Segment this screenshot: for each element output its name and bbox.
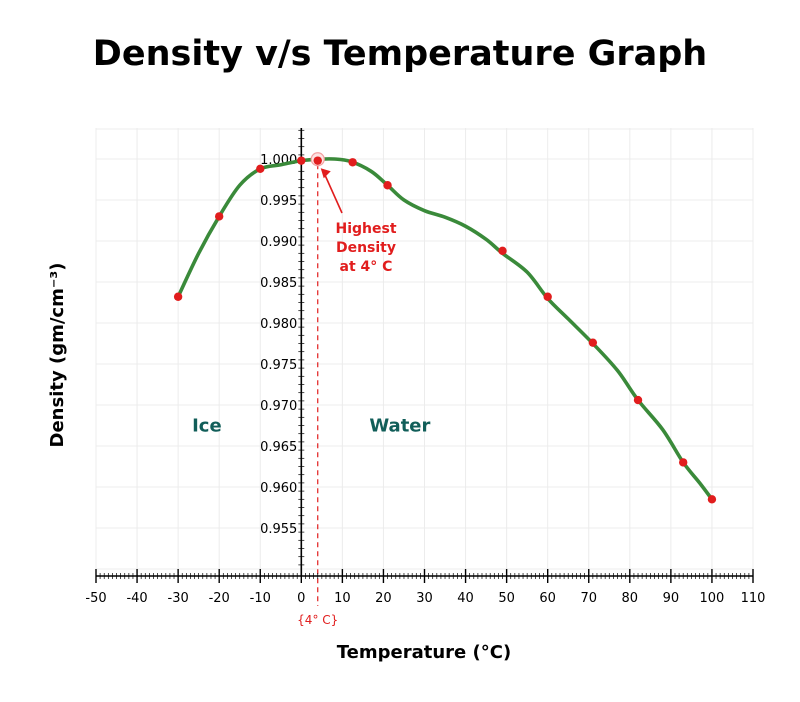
annotation-text-line: Density xyxy=(336,240,396,256)
annotation-arrow-line xyxy=(323,171,343,214)
y-tick-label: 0.980 xyxy=(260,317,297,332)
data-point xyxy=(214,212,224,221)
reference-group: {4° C} xyxy=(297,155,338,627)
data-point xyxy=(383,181,392,190)
annotation-text-line: Highest xyxy=(335,221,396,237)
chart-title: Density v/s Temperature Graph xyxy=(92,34,708,74)
data-point xyxy=(498,246,507,256)
x-tick-label: 0 xyxy=(297,591,305,606)
x-tick-label: -30 xyxy=(168,591,189,606)
x-tick-label: 90 xyxy=(663,591,680,606)
y-tick-label: 0.990 xyxy=(260,235,297,250)
axes: -50 -40 -30 -20 -10 0 10 20 30 40 50 60 70 80 90 100 110… xyxy=(85,128,765,606)
region-label-water: Water xyxy=(369,416,430,437)
y-tick-label: 0.975 xyxy=(260,358,297,373)
y-tick-label: 0.995 xyxy=(260,194,297,209)
x-tick-label: -10 xyxy=(250,591,271,606)
data-point xyxy=(678,458,688,467)
grid xyxy=(95,128,754,576)
x-tick-label: 20 xyxy=(375,591,392,606)
x-tick-label: 100 xyxy=(700,591,725,606)
x-tick-label: -50 xyxy=(85,591,106,606)
data-point xyxy=(313,156,322,165)
series-group xyxy=(173,152,717,504)
x-tick-label: 60 xyxy=(539,591,556,606)
x-tick-label: 80 xyxy=(622,591,639,606)
x-tick-label: 50 xyxy=(498,591,515,606)
data-point xyxy=(173,292,183,301)
x-tick-label: 70 xyxy=(580,591,597,606)
y-tick-label: 0.955 xyxy=(260,522,297,537)
data-point xyxy=(543,292,552,301)
x-tick-label: 30 xyxy=(416,591,433,606)
reference-line-label: {4° C} xyxy=(297,613,338,627)
data-point xyxy=(588,338,598,347)
y-tick-label: 0.985 xyxy=(260,276,297,291)
y-axis-title: Density (gm/cm⁻³) xyxy=(47,263,68,448)
region-label-ice: Ice xyxy=(192,416,222,437)
data-point xyxy=(297,156,306,165)
annotation-arrow-head xyxy=(320,168,331,179)
data-point xyxy=(707,495,717,504)
density-curve xyxy=(176,157,714,502)
x-tick-label: 10 xyxy=(334,591,351,606)
data-point xyxy=(256,164,265,174)
x-axis-title: Temperature (°C) xyxy=(337,642,511,663)
x-tick-label: -40 xyxy=(126,591,147,606)
x-tick-label: 110 xyxy=(741,591,766,606)
data-point xyxy=(348,158,357,167)
x-tick-label: -20 xyxy=(209,591,230,606)
data-point xyxy=(633,395,643,405)
labels-group: Highest Density at 4° C Ice Water xyxy=(192,168,431,437)
y-tick-label: 0.970 xyxy=(260,399,297,414)
y-tick-label: 0.965 xyxy=(260,440,297,455)
y-tick-label: 0.960 xyxy=(260,481,297,496)
x-tick-label: 40 xyxy=(457,591,474,606)
annotation-text-line: at 4° C xyxy=(340,259,393,275)
